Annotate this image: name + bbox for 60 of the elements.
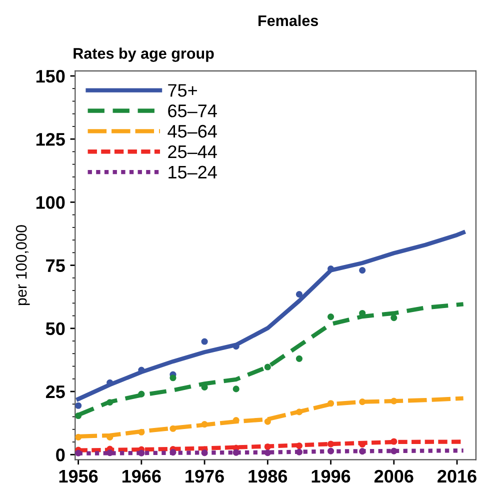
point (138, 390, 145, 398)
x-tick-label: 2006 (374, 470, 414, 483)
legend-label: 15–24 (168, 166, 217, 179)
point (390, 448, 398, 454)
chart-title: Females (258, 14, 318, 26)
y-tick-label: 0 (56, 448, 65, 462)
point (201, 450, 208, 456)
point (264, 418, 271, 425)
point (327, 400, 334, 407)
point (390, 398, 398, 404)
x-tick-label: 1956 (59, 470, 98, 483)
y-tick-label: 75 (46, 259, 65, 272)
point (106, 450, 114, 456)
point (296, 448, 303, 456)
legend-label: 65–74 (168, 104, 217, 118)
point (327, 448, 334, 454)
y-tick-label: 25 (46, 385, 65, 398)
point (327, 313, 334, 320)
x-tick-label: 1986 (248, 470, 288, 483)
y-tick-label: 100 (36, 196, 65, 209)
point (264, 450, 271, 456)
point (170, 449, 176, 456)
point (201, 338, 208, 345)
y-tick-label: 125 (36, 133, 65, 146)
point (359, 267, 366, 274)
point (106, 399, 114, 406)
x-tick-label: 1966 (122, 470, 161, 483)
point (75, 412, 82, 420)
point (75, 450, 82, 456)
chart-subtitle: Rates by age group (74, 48, 214, 62)
point (296, 291, 303, 298)
point (296, 408, 303, 416)
point (296, 442, 303, 450)
y-axis-title: per 100,000 (16, 225, 30, 306)
legend-label: 45–64 (168, 124, 217, 138)
point (296, 355, 303, 362)
point (264, 443, 271, 450)
point (232, 416, 240, 424)
x-tick-label: 1976 (186, 470, 224, 483)
y-tick-label: 150 (36, 70, 65, 83)
point (390, 314, 398, 322)
point (359, 398, 366, 406)
x-tick-label: 2016 (438, 470, 476, 483)
point (359, 448, 366, 455)
point (170, 374, 176, 382)
y-tick-label: 50 (46, 322, 65, 336)
point (264, 364, 271, 370)
legend-label: 25–44 (168, 145, 217, 158)
point (390, 438, 398, 445)
point (75, 402, 82, 409)
point (201, 421, 208, 428)
legend-label: 75+ (168, 84, 197, 97)
point (170, 425, 176, 432)
point (232, 386, 240, 392)
point (138, 450, 145, 456)
point (327, 440, 334, 448)
point (232, 449, 240, 456)
x-tick-label: 1996 (312, 470, 350, 483)
point (138, 428, 145, 436)
point (75, 434, 82, 440)
